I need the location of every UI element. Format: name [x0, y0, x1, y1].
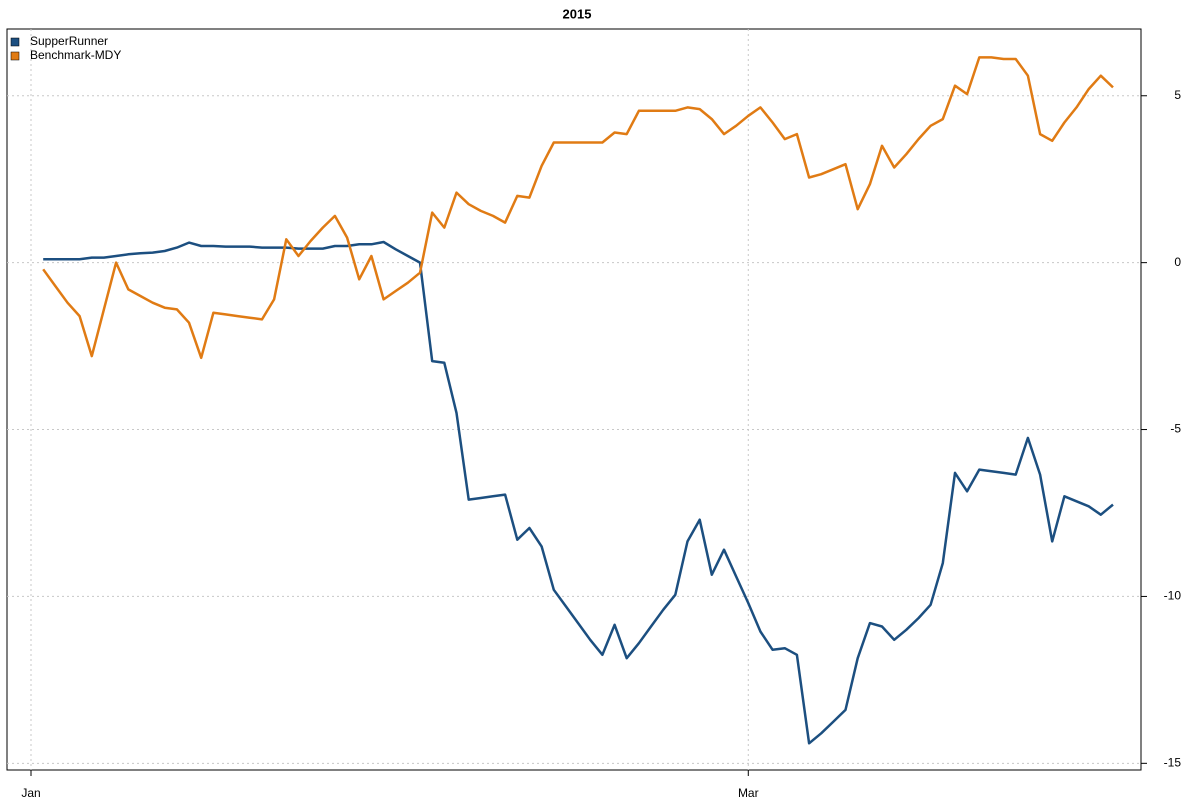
x-tick-label: Mar: [738, 786, 759, 800]
legend-label: SupperRunner: [30, 34, 108, 48]
chart-title: 2015: [563, 6, 592, 21]
y-tick-label: -10: [1164, 589, 1182, 603]
plot-frame: [6, 28, 1142, 771]
x-tick-label: Jan: [21, 786, 40, 800]
y-tick-label: 5: [1174, 88, 1181, 102]
legend-label: Benchmark-MDY: [30, 48, 121, 62]
series-line: [43, 240, 1114, 745]
legend-swatch: [10, 51, 20, 61]
y-tick-label: -5: [1170, 422, 1181, 436]
y-tick-label: 0: [1174, 255, 1181, 269]
legend-swatch: [10, 37, 20, 47]
y-tick-label: -15: [1164, 755, 1182, 769]
series-line: [42, 56, 1114, 360]
